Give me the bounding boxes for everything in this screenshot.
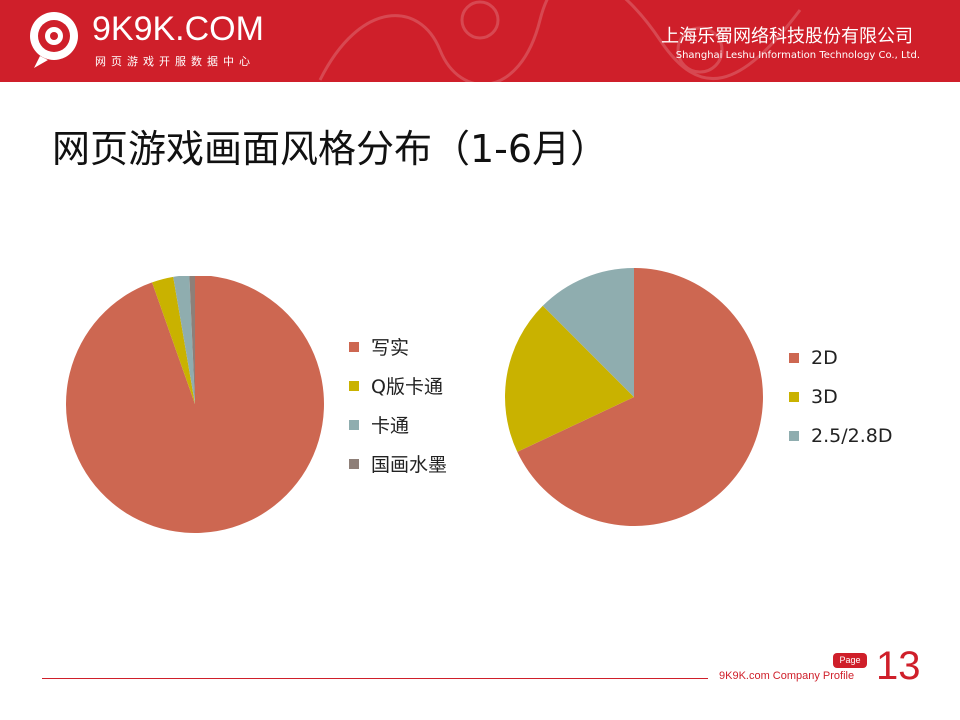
slide-title: 网页游戏画面风格分布（1-6月） — [52, 127, 609, 171]
legend-label: 卡通 — [371, 415, 410, 437]
pie-slice-3 — [189, 276, 195, 404]
pie-slice-1 — [152, 276, 195, 404]
legend-item: 3D — [789, 377, 892, 416]
logo-icon — [30, 12, 78, 68]
decorative-swirl-pattern — [318, 0, 802, 82]
legend-item: 写实 — [349, 327, 447, 366]
slide-header: 9K9K.COM 网页游戏开服数据中心 上海乐蜀网络科技股份有限公司 Shang… — [0, 0, 960, 82]
footer-divider — [42, 678, 708, 679]
legend-item: 卡通 — [349, 405, 447, 444]
legend-style: 写实 Q版卡通卡通国画水墨 — [349, 327, 447, 483]
legend-swatch — [349, 419, 359, 430]
pie-slice-1 — [505, 305, 634, 452]
legend-label: 3D — [811, 385, 838, 408]
pie-chart-dimension — [505, 268, 763, 526]
pie-chart-style — [66, 276, 324, 533]
legend-swatch — [349, 458, 359, 469]
legend-swatch — [789, 430, 799, 441]
company-name-en: Shanghai Leshu Information Technology Co… — [675, 50, 920, 61]
pie-slice-0 — [517, 268, 763, 526]
legend-label: 国画水墨 — [371, 454, 448, 476]
page-label-badge: Page — [833, 653, 867, 668]
pie-slice-2 — [542, 268, 634, 397]
legend-label: Q版卡通 — [371, 376, 443, 398]
pie-slice-2 — [173, 276, 195, 404]
footer-company-profile: 9K9K.com Company Profile — [719, 670, 855, 682]
legend-label: 写实 — [371, 337, 410, 359]
pie-slice-0 — [66, 276, 324, 533]
logo-subtitle: 网页游戏开服数据中心 — [95, 55, 255, 68]
legend-swatch — [789, 391, 799, 402]
legend-item: 2D — [789, 338, 892, 377]
page-number: 13 — [876, 644, 921, 688]
legend-label: 2.5/2.8D — [811, 424, 893, 447]
legend-swatch — [789, 352, 799, 363]
legend-swatch — [349, 341, 359, 352]
company-name-cn: 上海乐蜀网络科技股份有限公司 — [661, 26, 913, 47]
legend-item: 2.5/2.8D — [789, 416, 892, 455]
legend-label: 2D — [811, 346, 838, 369]
legend-item: Q版卡通 — [349, 366, 447, 405]
legend-dimension: 2D 3D 2.5/2.8D — [789, 338, 892, 455]
legend-swatch — [349, 380, 359, 391]
logo-text: 9K9K.COM — [92, 10, 264, 48]
legend-item: 国画水墨 — [349, 444, 447, 483]
